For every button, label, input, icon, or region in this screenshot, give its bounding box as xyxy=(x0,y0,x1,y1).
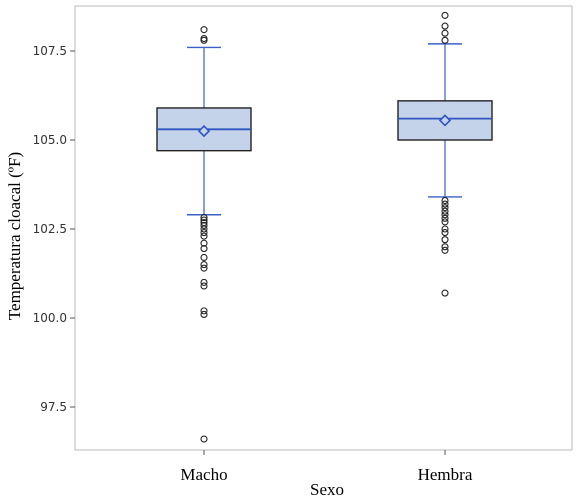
mean-marker xyxy=(197,124,211,138)
outlier-point xyxy=(200,232,208,240)
y-axis: 97.5 100.0 102.5 105.0 107.5 xyxy=(33,44,75,414)
box-group-macho xyxy=(156,26,252,443)
x-tick-label-macho: Macho xyxy=(180,465,227,484)
outlier-point xyxy=(200,310,208,318)
outlier-point xyxy=(200,264,208,272)
mean-marker xyxy=(438,114,452,127)
outlier-point xyxy=(441,243,449,251)
outlier-point xyxy=(441,289,449,297)
outlier-point xyxy=(200,261,208,269)
outlier-point xyxy=(441,218,449,226)
outlier-point xyxy=(441,204,449,212)
y-tick-label: 97.5 xyxy=(40,400,67,414)
y-tick-label: 107.5 xyxy=(33,44,67,58)
outlier-point xyxy=(200,221,208,229)
outlier-point xyxy=(200,282,208,290)
outlier-point xyxy=(200,216,208,224)
outlier-point xyxy=(441,229,449,237)
outlier-point xyxy=(441,22,449,30)
y-axis-title: Temperatura cloacal (ºF) xyxy=(5,152,24,320)
outlier-point xyxy=(200,239,208,247)
outlier-point xyxy=(200,307,208,315)
outlier-point xyxy=(441,236,449,244)
outlier-point xyxy=(200,435,208,443)
box-group-hembra xyxy=(397,11,493,297)
plot-frame xyxy=(74,5,573,451)
outlier-point xyxy=(441,29,449,37)
outlier-point xyxy=(200,225,208,233)
outlier-point xyxy=(441,200,449,208)
outlier-point xyxy=(441,196,449,205)
outlier-point xyxy=(200,26,208,34)
outlier-point xyxy=(200,253,208,262)
outlier-point xyxy=(200,36,208,44)
x-axis: Macho Hembra xyxy=(180,450,473,484)
y-tick-label: 105.0 xyxy=(33,133,67,147)
y-tick-label: 100.0 xyxy=(33,311,67,325)
outlier-point xyxy=(441,246,449,254)
outlier-point xyxy=(441,214,449,222)
outlier-point xyxy=(441,36,449,44)
outlier-point xyxy=(441,207,449,215)
x-tick-label-hembra: Hembra xyxy=(418,465,473,484)
outlier-point xyxy=(200,278,208,286)
x-axis-title: Sexo xyxy=(310,480,344,499)
outlier-point xyxy=(441,211,449,219)
y-tick-label: 102.5 xyxy=(33,222,67,236)
boxes xyxy=(156,11,493,443)
outlier-point xyxy=(200,229,208,237)
outlier-point xyxy=(200,214,208,222)
outlier-point xyxy=(441,11,449,19)
outlier-point xyxy=(200,245,208,253)
outlier-point xyxy=(441,225,449,233)
